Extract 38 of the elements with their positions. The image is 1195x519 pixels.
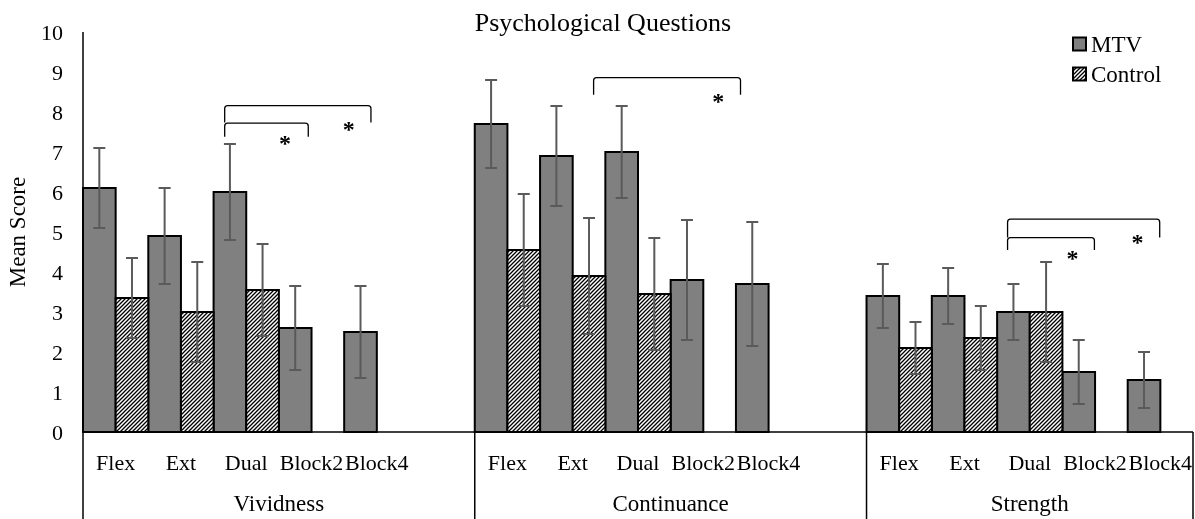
x-tick-label: Ext [557, 449, 588, 475]
annotation: * [1131, 228, 1144, 255]
y-tick-label: 3 [52, 299, 63, 325]
y-tick-label: 9 [52, 59, 63, 85]
legend-label: Control [1091, 62, 1162, 88]
y-tick-label: 6 [52, 179, 63, 205]
x-tick-label: Block4 [345, 449, 409, 475]
x-tick-label: Block2 [1063, 449, 1127, 475]
y-axis-title: Mean Score [5, 176, 31, 288]
y-tick-label: 5 [52, 219, 63, 245]
x-tick-label: Dual [616, 449, 660, 475]
y-tick-label: 2 [52, 339, 63, 365]
y-tick-label: 0 [52, 419, 63, 445]
x-tick-label: Block4 [736, 449, 801, 475]
annotation: * [712, 87, 725, 114]
y-tick-label: 8 [52, 99, 63, 125]
annotation: * [279, 129, 292, 156]
annotation: * [342, 115, 355, 142]
x-axis-title: Vividness [233, 491, 325, 517]
annotation: * [1066, 244, 1079, 271]
x-tick-label: Flex [879, 449, 919, 475]
x-axis-title: Continuance [612, 491, 729, 517]
x-tick-label: Block2 [279, 449, 344, 475]
x-tick-label: Ext [165, 449, 197, 475]
x-tick-label: Dual [1008, 449, 1052, 475]
x-tick-label: Ext [949, 449, 980, 475]
y-tick-label: 1 [52, 379, 63, 405]
x-tick-label: Dual [224, 449, 268, 475]
y-tick-label: 4 [52, 259, 63, 285]
chart-title: Psychological Questions [474, 8, 732, 37]
x-tick-label: Flex [487, 449, 527, 475]
x-tick-label: Flex [96, 449, 136, 475]
y-tick-label: 10 [41, 19, 63, 45]
x-tick-label: Block4 [1128, 449, 1193, 475]
legend-label: MTV [1091, 32, 1143, 58]
x-axis-title: Strength [990, 491, 1070, 517]
y-tick-label: 7 [52, 139, 63, 165]
x-tick-label: Block2 [671, 449, 736, 475]
